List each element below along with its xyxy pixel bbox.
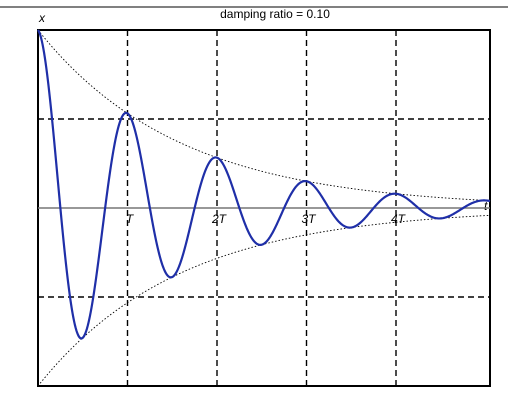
x-axis-label: t [484, 199, 488, 213]
x-tick-label: 3T [301, 212, 317, 226]
chart-title: damping ratio = 0.10 [220, 7, 330, 21]
grid-lines [38, 30, 490, 386]
x-tick-label: 2T [211, 212, 228, 226]
x-tick-label: 4T [391, 212, 407, 226]
lower-envelope-line [37, 214, 491, 387]
upper-envelope-line [37, 29, 491, 202]
response-curve [37, 29, 491, 340]
x-tick-labels: T 2T 3T 4T [126, 212, 407, 226]
y-axis-label: x [38, 11, 46, 25]
x-tick-label: T [126, 212, 135, 226]
